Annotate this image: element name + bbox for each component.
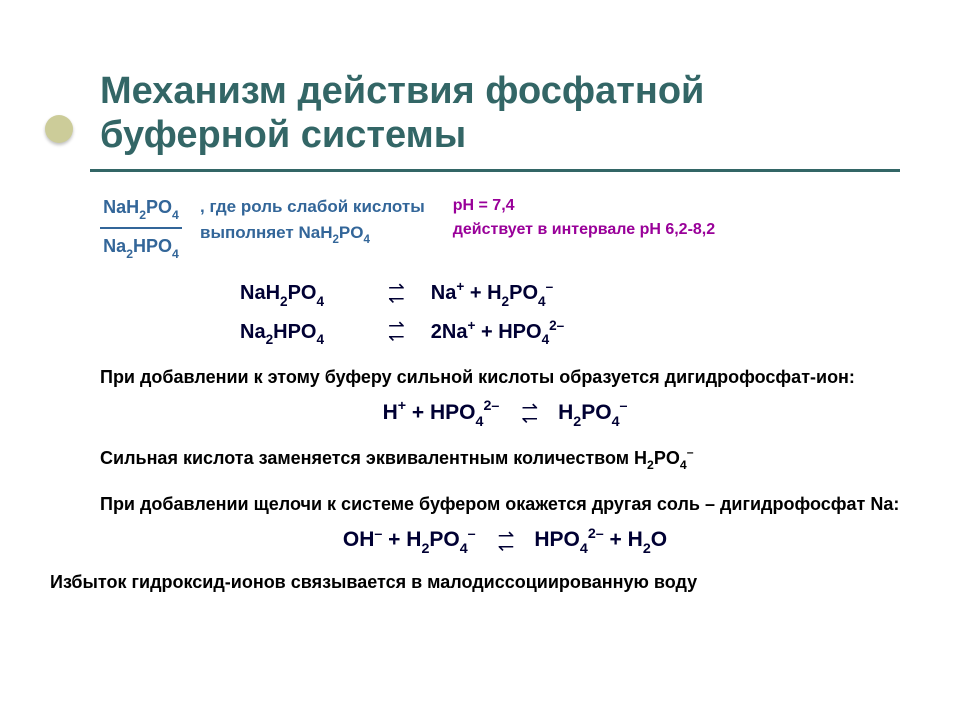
equilibrium-icon: ⇀↽ [498, 531, 513, 553]
eq2-right: 2Na+ + HPO42– [431, 313, 564, 352]
title-line-1: Механизм действия фосфатной [100, 70, 704, 112]
equation-4: OH– + H2PO4– ⇀↽ HPO42– + H2O [100, 524, 910, 559]
ph-line-2: действует в интервале рН 6,2-8,2 [453, 221, 715, 238]
equation-3: H+ + HPO42– ⇀↽ H2PO4– [100, 397, 910, 432]
title-divider [90, 169, 900, 172]
eq4-right: HPO42– + H2O [534, 524, 667, 559]
dissociation-block: NaH2PO4 ⇀↽ Na+ + H2PO4– Na2HPO4 ⇀↽ 2Na+ … [240, 274, 910, 352]
base-paragraph: При добавлении щелочи к системе буфером … [100, 491, 910, 518]
ratio-line [100, 227, 182, 229]
acid-paragraph: При добавлении к этому буферу сильной ки… [100, 364, 910, 391]
slide-title: Механизм действия фосфатной буферной сис… [100, 70, 910, 157]
equilibrium-icon: ⇀↽ [388, 321, 403, 343]
eq4-left: OH– + H2PO4– [343, 524, 476, 559]
ph-line-1: pH = 7,4 [453, 197, 515, 214]
slide: Механизм действия фосфатной буферной сис… [0, 0, 960, 720]
ratio-numerator: NaH2PO4 [103, 194, 179, 223]
title-line-2: буферной системы [100, 114, 466, 156]
content: NaH2PO4 Na2HPO4 , где роль слабой кислот… [100, 194, 910, 596]
ratio-denominator: Na2HPO4 [103, 233, 179, 262]
desc-line-2: выполняет NaH2PO4 [200, 220, 425, 249]
equilibrium-icon: ⇀↽ [521, 403, 536, 425]
eq1-right: Na+ + H2PO4– [431, 274, 553, 313]
ratio-description: , где роль слабой кислоты выполняет NaH2… [200, 194, 425, 248]
equilibrium-icon: ⇀↽ [388, 283, 403, 305]
equation-2: Na2HPO4 ⇀↽ 2Na+ + HPO42– [240, 313, 910, 352]
title-bullet [45, 115, 73, 143]
replace-paragraph: Сильная кислота заменяется эквивалентным… [100, 444, 910, 474]
eq3-right: H2PO4– [558, 397, 627, 432]
equation-1: NaH2PO4 ⇀↽ Na+ + H2PO4– [240, 274, 910, 313]
ph-info: pH = 7,4 действует в интервале рН 6,2-8,… [453, 194, 715, 242]
footer-text: Избыток гидроксид-ионов связывается в ма… [50, 569, 910, 596]
buffer-ratio: NaH2PO4 Na2HPO4 [100, 194, 182, 262]
eq2-left: Na2HPO4 [240, 313, 360, 352]
desc-line-1: , где роль слабой кислоты [200, 194, 425, 220]
eq3-left: H+ + HPO42– [383, 397, 500, 432]
intro-row: NaH2PO4 Na2HPO4 , где роль слабой кислот… [100, 194, 910, 262]
eq1-left: NaH2PO4 [240, 274, 360, 313]
